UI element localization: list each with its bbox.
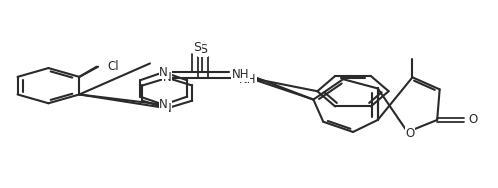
Text: S: S xyxy=(193,41,201,54)
Text: N: N xyxy=(163,71,172,84)
Text: O: O xyxy=(469,113,478,127)
Text: N: N xyxy=(163,102,172,115)
Text: O: O xyxy=(405,127,414,140)
Text: S: S xyxy=(199,43,207,56)
Text: NH: NH xyxy=(232,68,249,81)
Text: Cl: Cl xyxy=(109,60,121,73)
Text: N: N xyxy=(159,66,168,79)
Text: Cl: Cl xyxy=(108,60,119,73)
Text: N: N xyxy=(159,98,168,111)
Text: NH: NH xyxy=(239,73,256,86)
